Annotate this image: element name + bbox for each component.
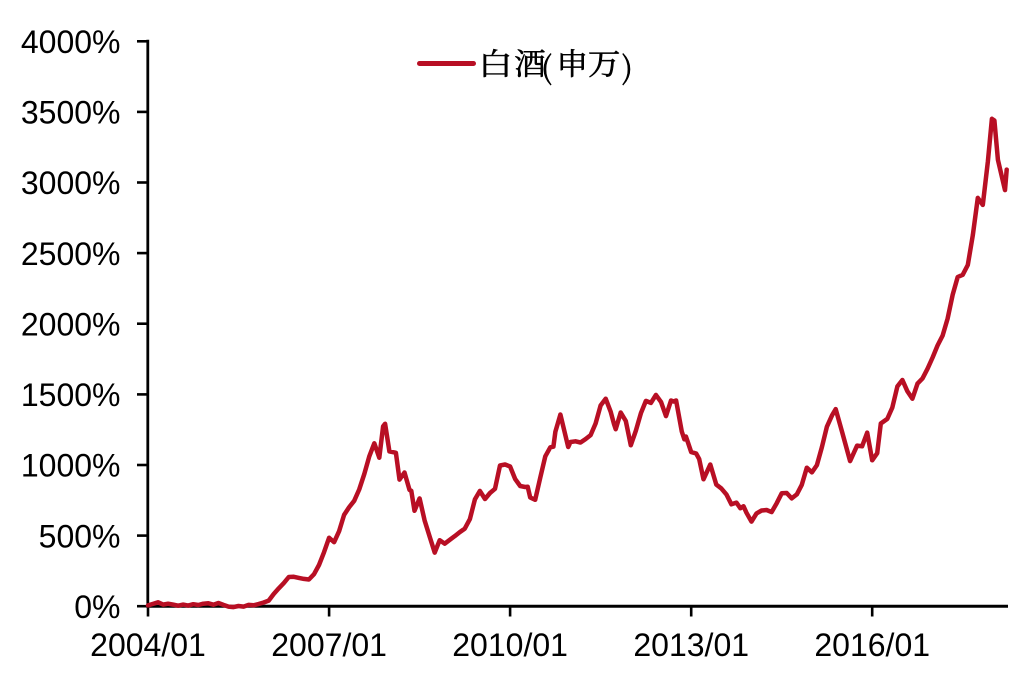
- svg-text:4000%: 4000%: [21, 24, 121, 60]
- svg-text:2004/01: 2004/01: [90, 627, 206, 663]
- svg-text:2500%: 2500%: [21, 236, 121, 272]
- svg-text:2016/01: 2016/01: [814, 627, 930, 663]
- svg-text:2000%: 2000%: [21, 306, 121, 342]
- svg-text:2010/01: 2010/01: [452, 627, 568, 663]
- svg-text:0%: 0%: [74, 589, 120, 625]
- svg-text:2013/01: 2013/01: [633, 627, 749, 663]
- svg-text:1500%: 1500%: [21, 377, 121, 413]
- svg-text:3000%: 3000%: [21, 165, 121, 201]
- svg-text:1000%: 1000%: [21, 448, 121, 484]
- svg-text:2007/01: 2007/01: [271, 627, 387, 663]
- svg-text:3500%: 3500%: [21, 95, 121, 131]
- svg-text:500%: 500%: [39, 518, 121, 554]
